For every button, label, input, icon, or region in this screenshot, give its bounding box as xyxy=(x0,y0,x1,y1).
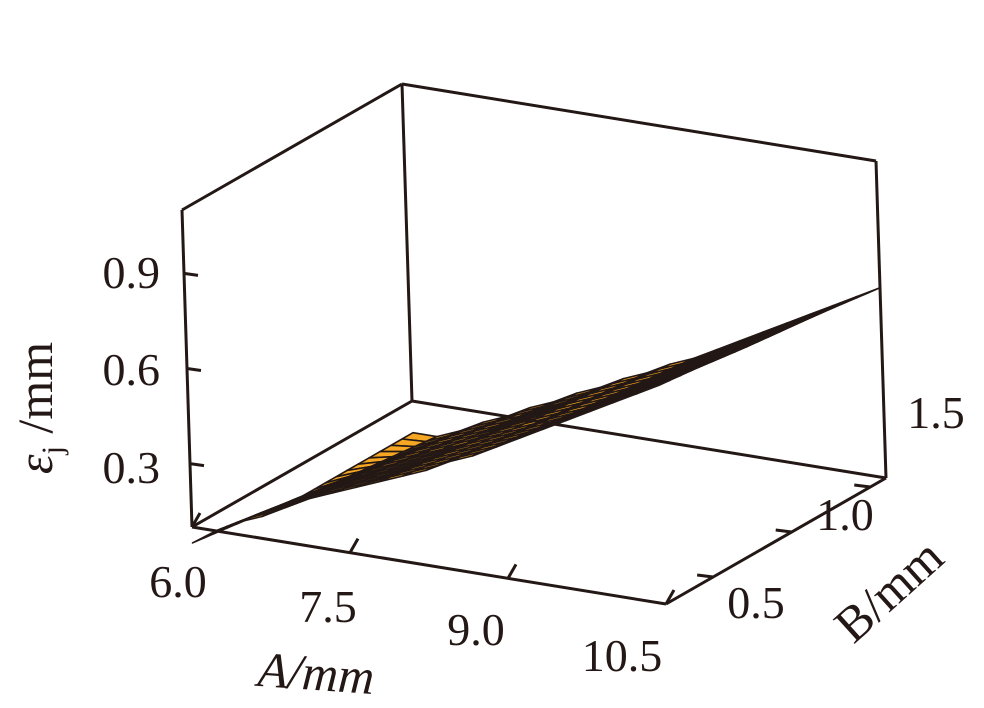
z-tick xyxy=(189,462,205,468)
axis-ticks xyxy=(183,271,871,605)
x-tick xyxy=(190,512,202,528)
x-tick xyxy=(348,537,360,554)
z-tick-label: 0.9 xyxy=(103,247,161,298)
z-tick xyxy=(183,271,199,277)
z-tick xyxy=(186,367,202,372)
surface-cell xyxy=(634,379,671,395)
x-tick-label: 9.0 xyxy=(447,604,505,655)
floor-edge xyxy=(411,399,887,480)
y-tick-label: 0.5 xyxy=(727,577,785,628)
surface-mesh xyxy=(191,286,881,544)
y-tick xyxy=(696,573,714,579)
svg-text:εj /mm: εj /mm xyxy=(7,342,69,474)
y-tick xyxy=(854,483,871,489)
y-axis-line xyxy=(665,476,887,606)
back-edge xyxy=(874,160,888,479)
x-tick xyxy=(664,589,676,605)
x-tick-label: 6.0 xyxy=(149,556,207,607)
x-tick-label: 7.5 xyxy=(299,581,357,632)
floor-edge xyxy=(191,399,413,529)
y-tick-label: 1.0 xyxy=(816,489,874,540)
x-axis-line xyxy=(191,525,667,606)
z-tick-label: 0.3 xyxy=(103,442,161,493)
x-tick xyxy=(506,563,518,580)
top-edge xyxy=(401,82,877,163)
x-axis-title: A/mm xyxy=(253,641,376,705)
y-tick-label: 1.5 xyxy=(907,387,965,438)
z-tick-label: 0.6 xyxy=(103,344,161,395)
x-tick-label: 10.5 xyxy=(582,630,663,681)
axes-box xyxy=(180,82,888,606)
y-tick xyxy=(775,528,792,534)
y-axis-title: B/mm xyxy=(823,528,953,653)
top-edge xyxy=(181,82,403,212)
z-axis-title: εj /mm xyxy=(7,342,69,474)
back-edge xyxy=(400,83,414,402)
